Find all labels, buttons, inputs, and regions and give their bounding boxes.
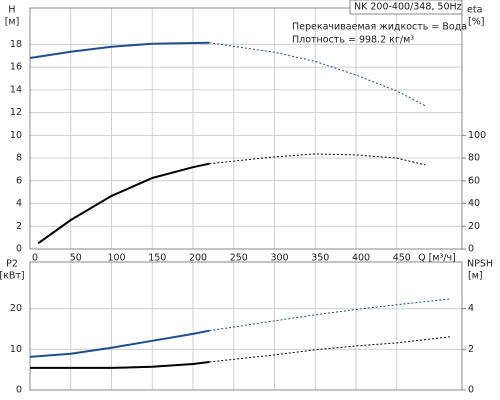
chart-title: NK 200-400/348, 50Hz (354, 2, 462, 13)
y-tick-label: 0 (16, 244, 22, 255)
y-tick-label: 18 (10, 39, 22, 50)
y-tick-label: 20 (10, 303, 22, 314)
curve-extension (209, 153, 426, 166)
y2-axis-unit: [м] (468, 271, 483, 282)
curve-extension (209, 336, 450, 363)
curve-extension (209, 298, 450, 332)
x-tick-label: 100 (107, 253, 125, 264)
y-axis-unit: [кВт] (0, 271, 25, 282)
y-tick-label: 12 (10, 107, 22, 118)
y-tick-label: 2 (16, 221, 22, 232)
x-tick-label: 300 (270, 253, 288, 264)
y-tick-label: 14 (10, 84, 22, 95)
y-tick-label: 0 (16, 385, 22, 396)
curve (37, 162, 210, 245)
y2-axis-label: NPSH (467, 259, 493, 270)
y-axis-label: H (8, 5, 15, 16)
x-tick-label: 450 (393, 253, 411, 264)
curve-extension (209, 42, 426, 107)
y2-tick-label: 100 (468, 130, 486, 141)
y-axis-unit: [м] (5, 17, 20, 28)
annotation: Перекачиваемая жидкость = Вода (292, 22, 467, 33)
y2-tick-label: 0 (468, 244, 474, 255)
x-tick-label: 150 (148, 253, 166, 264)
y-axis-label: P2 (6, 259, 18, 270)
y2-tick-label: 80 (468, 153, 480, 164)
y2-tick-label: 4 (468, 303, 474, 314)
y2-axis-unit: [%] (468, 17, 484, 28)
x-tick-label: 0 (32, 253, 38, 264)
plot-frame (29, 261, 463, 391)
x-tick-label: 250 (230, 253, 248, 264)
x-tick-label: 400 (352, 253, 370, 264)
x-tick-label: 200 (189, 253, 207, 264)
y2-axis-label: eta (467, 5, 482, 16)
x-tick-label: 350 (311, 253, 329, 264)
y2-tick-label: 2 (468, 344, 474, 355)
title-box (349, 0, 463, 15)
y2-tick-label: 0 (468, 385, 474, 396)
annotation: Плотность = 998.2 кг/м³ (292, 35, 414, 46)
y2-tick-label: 20 (468, 221, 480, 232)
y-tick-label: 16 (10, 62, 22, 73)
y-tick-label: 10 (10, 344, 22, 355)
curve (30, 361, 210, 369)
curve (29, 41, 210, 59)
y2-tick-label: 60 (468, 175, 480, 186)
x-axis-label: Q [м³/ч] (418, 253, 456, 264)
x-tick-label: 50 (70, 253, 82, 264)
plot-frame (29, 7, 463, 250)
y-tick-label: 10 (10, 130, 22, 141)
curve (29, 329, 210, 358)
y2-tick-label: 40 (468, 198, 480, 209)
y-tick-label: 4 (16, 198, 22, 209)
y-tick-label: 6 (16, 175, 22, 186)
y-tick-label: 8 (16, 153, 22, 164)
